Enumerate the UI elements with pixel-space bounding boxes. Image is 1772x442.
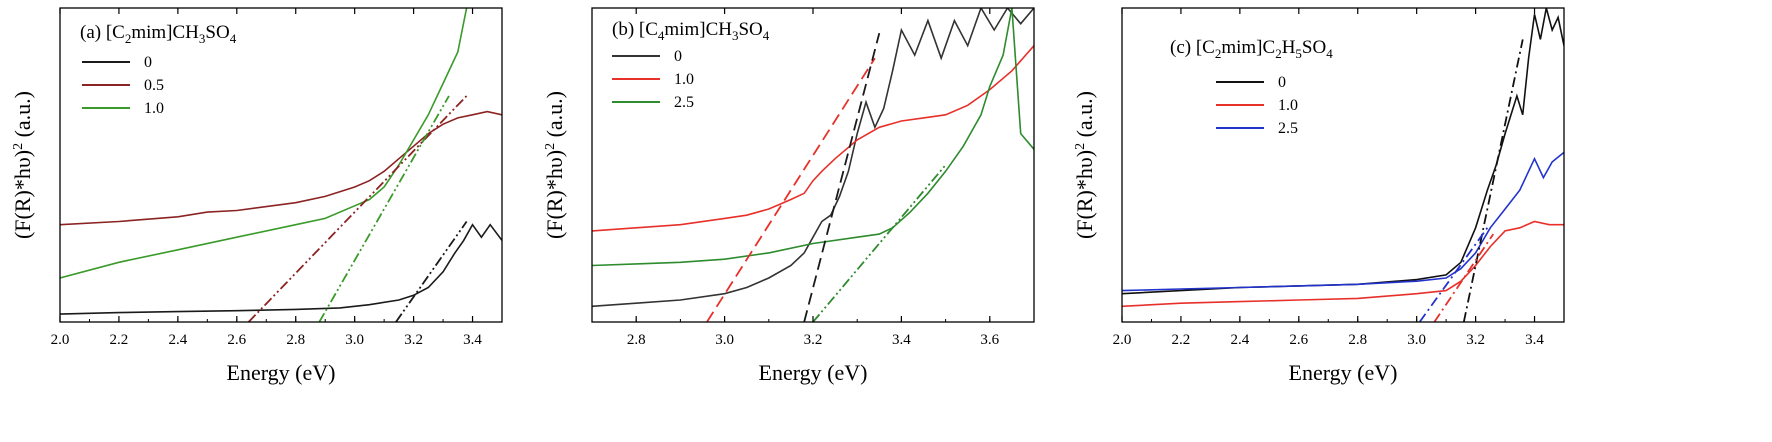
chart-panel-1: 2.0 2.2 2.4 2.6 2.8 3.0 3.2 3.4 Energy (eV) (F(R)… bbox=[10, 7, 503, 385]
x-axis-label: Energy (eV) bbox=[1289, 360, 1398, 385]
x-tick-label: 2.0 bbox=[1113, 332, 1132, 348]
legend-label: 0.5 bbox=[144, 77, 164, 94]
panel-title: (a) [C2mim]CH3SO4 bbox=[80, 22, 237, 46]
fit-line-3 bbox=[1418, 227, 1489, 322]
y-axis-label: (F(R)*hυ)2 (a.u.) bbox=[10, 91, 35, 239]
series-line-3 bbox=[592, 8, 1034, 267]
series-line-1 bbox=[592, 8, 1034, 308]
fit-line-1 bbox=[1462, 39, 1524, 322]
x-tick-label: 3.0 bbox=[715, 332, 734, 348]
chart-panel-2: 2.8 3.0 3.2 3.4 3.6 Energy (eV) (F(R)*hυ)2 (a.… bbox=[542, 7, 1035, 385]
legend-label: 2.5 bbox=[674, 94, 694, 111]
legend-label: 0 bbox=[674, 48, 682, 65]
y-axis-label: (F(R)*hυ)2 (a.u.) bbox=[542, 91, 567, 239]
x-tick-label: 2.4 bbox=[168, 332, 187, 348]
x-tick-label: 3.4 bbox=[463, 332, 482, 348]
x-tick-label: 2.0 bbox=[51, 332, 70, 348]
x-tick-label: 3.0 bbox=[1407, 332, 1426, 348]
x-tick-label: 2.8 bbox=[286, 332, 305, 348]
series-line-3 bbox=[1122, 151, 1564, 292]
fit-line-1 bbox=[247, 95, 468, 322]
series-line-1 bbox=[60, 223, 502, 315]
fit-line-3 bbox=[812, 164, 947, 322]
legend-label: 2.5 bbox=[1278, 120, 1298, 137]
x-tick-label: 2.6 bbox=[1289, 332, 1308, 348]
plot-frame bbox=[59, 7, 503, 323]
x-tick-label: 3.4 bbox=[892, 332, 911, 348]
legend-label: 1.0 bbox=[674, 71, 694, 88]
fit-line-2 bbox=[1433, 233, 1495, 322]
fit-line-1 bbox=[706, 57, 876, 322]
x-tick-label: 3.4 bbox=[1525, 332, 1544, 348]
x-tick-label: 3.2 bbox=[404, 332, 423, 348]
x-tick-label: 2.4 bbox=[1230, 332, 1249, 348]
series-line-2 bbox=[60, 110, 502, 226]
series-line-2 bbox=[592, 45, 1034, 232]
x-tick-label: 2.8 bbox=[627, 332, 646, 348]
x-tick-label: 2.2 bbox=[110, 332, 129, 348]
plot-frame bbox=[1121, 7, 1565, 323]
legend-label: 0 bbox=[144, 54, 152, 71]
y-axis-label: (F(R)*hυ)2 (a.u.) bbox=[1072, 91, 1097, 239]
fit-line-2 bbox=[318, 95, 450, 322]
fit-line-3 bbox=[395, 221, 468, 322]
x-tick-label: 3.6 bbox=[980, 332, 999, 348]
legend-label: 1.0 bbox=[144, 100, 164, 117]
legend-label: 1.0 bbox=[1278, 97, 1298, 114]
x-tick-label: 3.2 bbox=[1466, 332, 1485, 348]
series-line-3 bbox=[60, 8, 468, 279]
x-tick-label: 3.0 bbox=[345, 332, 364, 348]
panel-title: (c) [C2mim]C2H5SO4 bbox=[1170, 37, 1333, 61]
x-tick-label: 2.8 bbox=[1348, 332, 1367, 348]
series-line-2 bbox=[1122, 220, 1564, 308]
x-tick-label: 2.6 bbox=[227, 332, 246, 348]
x-tick-label: 2.2 bbox=[1172, 332, 1191, 348]
chart-panel-3: 2.0 2.2 2.4 2.6 2.8 3.0 3.2 3.4 Energy (eV) (F(R)… bbox=[1072, 7, 1565, 385]
fit-line-2 bbox=[803, 32, 881, 322]
x-axis-label: Energy (eV) bbox=[759, 360, 868, 385]
legend-label: 0 bbox=[1278, 74, 1286, 91]
x-axis-label: Energy (eV) bbox=[227, 360, 336, 385]
x-tick-label: 3.2 bbox=[804, 332, 823, 348]
panel-title: (b) [C4mim]CH3SO4 bbox=[612, 19, 770, 43]
